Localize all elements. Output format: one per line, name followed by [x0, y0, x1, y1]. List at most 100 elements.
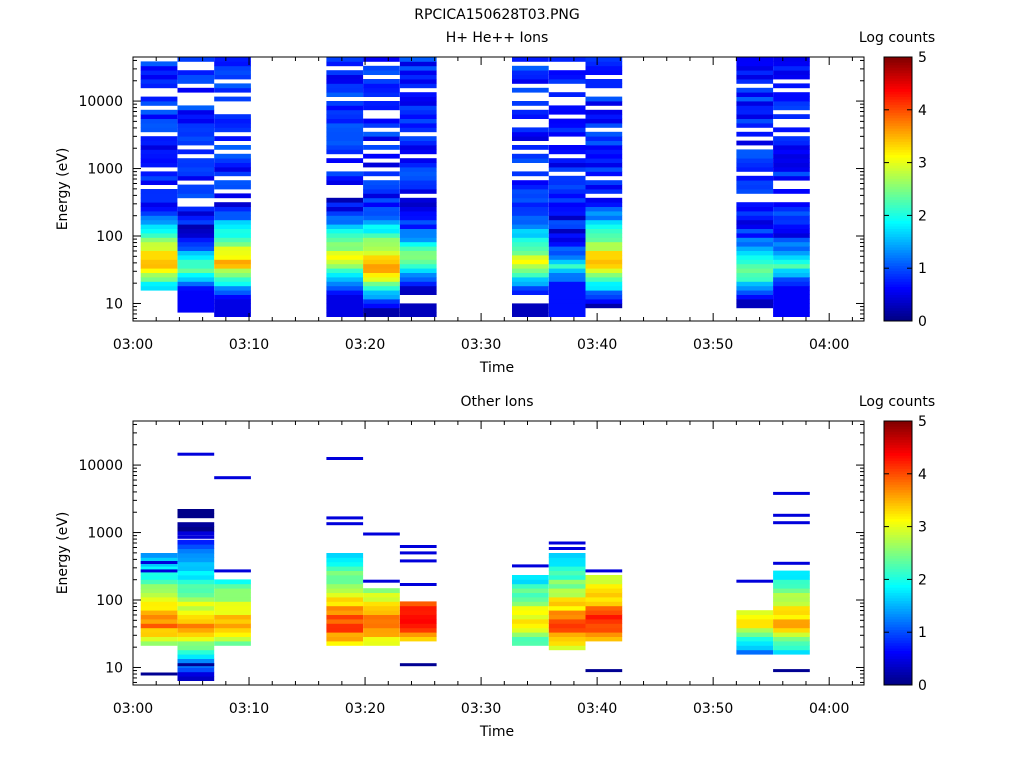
heatmap-cell [585, 263, 623, 269]
colorbar-tick-label: 1 [918, 625, 927, 641]
colorbar-band [884, 616, 912, 620]
heatmap-cell [548, 237, 586, 243]
heatmap-cell [736, 74, 774, 80]
colorbar-band [884, 545, 912, 549]
heatmap-cell [399, 250, 437, 256]
heatmap-cell [548, 541, 586, 545]
heatmap-cell [512, 281, 549, 287]
heatmap-cell [512, 57, 549, 62]
y-tick-label: 100 [96, 229, 123, 245]
heatmap-cell [177, 294, 215, 300]
colorbar-band [884, 196, 912, 200]
heatmap-cell [773, 211, 810, 216]
heatmap-cell [140, 553, 178, 558]
heatmap-cell [585, 619, 623, 624]
heatmap-cell [140, 623, 178, 629]
heatmap-cell [177, 114, 215, 119]
heatmap-cell [214, 605, 251, 611]
heatmap-cell [326, 259, 364, 265]
heatmap-cell [773, 561, 810, 565]
heatmap-cell [548, 219, 586, 225]
heatmap-cell [548, 118, 586, 124]
colorbar-band [884, 218, 912, 222]
heatmap-cell [326, 601, 364, 607]
colorbar-band [884, 439, 912, 443]
heatmap-cell [585, 233, 623, 238]
heatmap-cell [585, 109, 623, 115]
heatmap-cell [326, 303, 364, 309]
colorbar-band [884, 521, 912, 525]
heatmap-cell [736, 614, 774, 620]
heatmap-cell [177, 561, 215, 567]
heatmap-cell [773, 614, 810, 620]
heatmap-cell [773, 167, 810, 172]
colorbar-tick-label: 2 [918, 572, 927, 588]
heatmap-cell [548, 645, 586, 651]
axis-ticks: 03:00 03:10 03:20 03:30 03:40 03:50 04:00 10 100… [78, 421, 864, 717]
heatmap-cell [140, 114, 178, 119]
heatmap-cells [140, 57, 810, 317]
heatmap-cell [585, 285, 623, 291]
heatmap-cell [548, 290, 586, 295]
heatmap-cell [512, 623, 549, 629]
colorbar-band [884, 225, 912, 229]
heatmap-column [214, 476, 251, 646]
heatmap-cell [326, 233, 364, 238]
colorbar-band [884, 138, 912, 142]
heatmap-cell [399, 281, 437, 287]
heatmap-cell [548, 605, 586, 611]
heatmap-cell [177, 627, 215, 633]
heatmap-cell [512, 87, 549, 93]
heatmap-cell [177, 189, 215, 194]
heatmap-cell [736, 299, 774, 304]
colorbar-band [884, 655, 912, 659]
heatmap-cell [585, 197, 623, 203]
heatmap-cell [736, 153, 774, 159]
heatmap-cell [773, 521, 810, 525]
colorbar-band [884, 273, 912, 277]
heatmap-cell [326, 136, 364, 141]
heatmap-cell [326, 114, 364, 119]
colorbar-band [884, 199, 912, 203]
heatmap-cell [512, 564, 549, 568]
heatmap-cell [177, 87, 215, 93]
heatmap-cell [585, 171, 623, 177]
heatmap-cell [177, 597, 215, 602]
heatmap-cell [512, 74, 549, 80]
colorbar-band [884, 605, 912, 609]
heatmap-cell [399, 307, 437, 313]
heatmap-cell [548, 303, 586, 309]
heatmap-cell [140, 632, 178, 637]
heatmap-cell [512, 575, 549, 580]
colorbar-band [884, 642, 912, 646]
colorbar-band [884, 291, 912, 295]
heatmap-cell [326, 570, 364, 576]
heatmap-cell [177, 149, 215, 155]
heatmap-cell [773, 597, 810, 602]
heatmap-cell [326, 516, 364, 520]
heatmap-cell [512, 259, 549, 265]
heatmap-cell [548, 158, 586, 163]
heatmap-cell [585, 149, 623, 155]
heatmap-cell [773, 57, 810, 62]
heatmap-cell [585, 158, 623, 163]
heatmap-cell [363, 180, 400, 185]
heatmap-cell [326, 105, 364, 111]
panel-top: H+ He++ Ions Log counts Time Energy (eV)… [55, 30, 935, 376]
heatmap-cell [773, 74, 810, 80]
colorbar-band [884, 494, 912, 498]
heatmap-cell [140, 158, 178, 163]
colorbar-band [884, 682, 912, 686]
heatmap-cell [736, 109, 774, 115]
heatmap-cell [736, 96, 774, 102]
colorbar-band [884, 502, 912, 506]
heatmap-cell [399, 184, 437, 190]
heatmap-cell [512, 215, 549, 221]
heatmap-cell [326, 74, 364, 80]
heatmap-cell [512, 197, 549, 203]
heatmap-cell [363, 233, 400, 238]
colorbar-band [884, 62, 912, 66]
heatmap-cell [214, 569, 251, 573]
heatmap-cell [363, 237, 400, 243]
x-tick-label: 03:40 [577, 701, 617, 717]
